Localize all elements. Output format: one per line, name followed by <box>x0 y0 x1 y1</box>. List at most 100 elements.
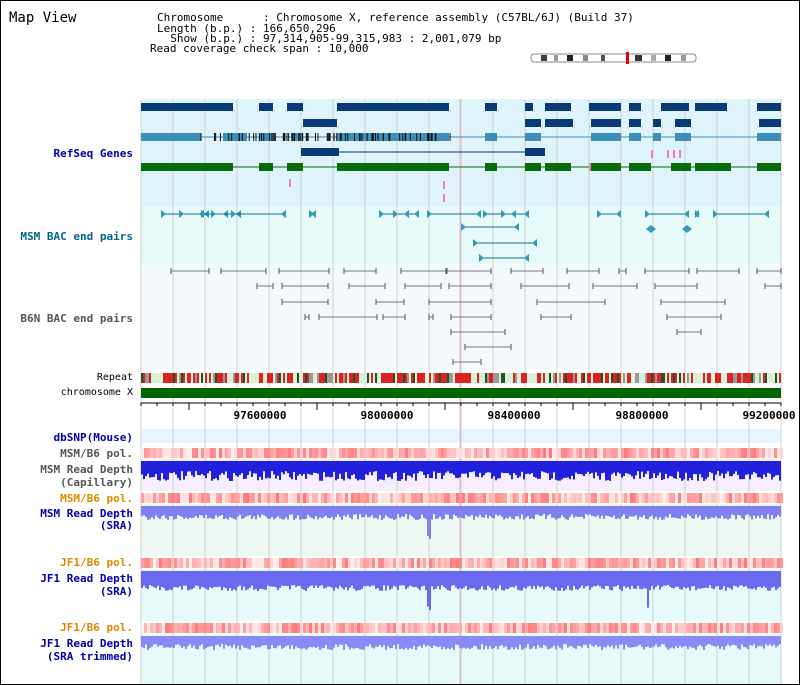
jf1-b6-pol-cell <box>408 558 411 568</box>
track-label-dbsnp[interactable]: dbSNP(Mouse) <box>53 431 133 444</box>
jf1-trim-depth-bar <box>501 636 503 645</box>
msm-capillary-depth-bar <box>493 461 495 477</box>
msm-b6-pol2-cell <box>498 493 501 503</box>
msm-capillary-depth-bar <box>149 461 151 478</box>
jf1-sra-depth-bar <box>533 571 535 586</box>
msm-sra-depth-bar <box>467 506 469 517</box>
jf1-b6-pol2-cell <box>480 623 483 633</box>
msm-capillary-depth-bar <box>439 461 441 473</box>
msm-sra-depth-bar <box>417 506 419 520</box>
msm-capillary-depth-bar <box>599 461 601 480</box>
msm-b6-pol-cell <box>252 448 255 458</box>
track-label-jf1-depth-trimmed[interactable]: JF1 Read Depth <box>40 637 133 650</box>
msm-sra-depth-bar <box>771 506 773 516</box>
jf1-b6-pol-cell <box>732 558 735 568</box>
jf1-sra-depth-bar <box>405 571 407 590</box>
msm-sra-depth-bar <box>365 506 367 515</box>
msm-sra-depth-bar <box>353 506 355 515</box>
msm-sra-depth-bar <box>419 506 421 519</box>
jf1-trim-depth-bar <box>269 636 271 650</box>
msm-sra-depth-bar <box>575 506 577 517</box>
repeat-element <box>719 373 721 383</box>
msm-capillary-depth-bar <box>209 461 211 472</box>
msm-sra-depth-bar <box>655 506 657 518</box>
msm-b6-pol2-cell <box>630 493 633 503</box>
bac-end-marker <box>211 210 216 218</box>
msm-b6-pol-cell <box>363 448 366 458</box>
jf1-sra-depth-bar <box>543 571 545 590</box>
msm-sra-depth-bar <box>453 506 455 515</box>
msm-sra-depth-bar <box>399 506 401 518</box>
jf1-sra-depth-bar <box>179 571 181 587</box>
gene-pink-marker <box>651 150 653 158</box>
jf1-sra-depth-bar <box>177 571 179 588</box>
jf1-sra-depth-bar <box>651 571 653 586</box>
msm-b6-pol-cell <box>639 448 642 458</box>
jf1-sra-depth-bar <box>411 571 413 587</box>
jf1-b6-pol-cell <box>603 558 606 568</box>
msm-sra-depth-bar <box>233 506 235 520</box>
track-label-msm-bac[interactable]: MSM BAC end pairs <box>20 230 133 243</box>
msm-b6-pol-cell <box>243 448 246 458</box>
msm-sra-depth-bar <box>405 506 407 515</box>
msm-sra-depth-bar <box>735 506 737 520</box>
msm-sra-depth-bar <box>169 506 171 517</box>
track-label-jf1-b6-pol-1[interactable]: JF1/B6 pol. <box>60 556 133 569</box>
msm-b6-pol-cell <box>327 448 330 458</box>
track-label-msm-b6-pol-2[interactable]: MSM/B6 pol. <box>60 492 133 505</box>
jf1-b6-pol-cell <box>669 558 672 568</box>
jf1-sra-depth-bar <box>677 571 679 587</box>
track-label-refseq[interactable]: RefSeq Genes <box>53 147 133 160</box>
gene-exon <box>591 119 621 127</box>
repeat-element <box>539 373 541 383</box>
msm-b6-pol-cell <box>708 448 711 458</box>
jf1-trim-depth-bar <box>669 636 671 649</box>
track-label-b6n-bac[interactable]: B6N BAC end pairs <box>20 312 133 325</box>
bac-end-marker <box>393 210 398 218</box>
track-label-jf1-depth-sra[interactable]: JF1 Read Depth <box>40 572 133 585</box>
track-label-msm-b6-pol-1[interactable]: MSM/B6 pol. <box>60 447 133 460</box>
msm-b6-pol2-cell <box>762 493 765 503</box>
repeat-element <box>731 373 733 383</box>
repeat-element <box>605 373 607 383</box>
msm-sra-depth-bar <box>179 506 181 516</box>
jf1-b6-pol-cell <box>660 558 663 568</box>
gene-pink-marker <box>289 179 291 187</box>
msm-b6-pol2-cell <box>237 493 240 503</box>
jf1-sra-depth-bar <box>235 571 237 591</box>
repeat-element <box>357 373 359 383</box>
gene-pink-marker <box>443 181 445 189</box>
msm-sra-depth-bar <box>159 506 161 519</box>
msm-capillary-depth-bar <box>295 461 297 480</box>
track-label-msm-depth-capillary[interactable]: MSM Read Depth <box>40 463 133 476</box>
jf1-b6-pol2-cell <box>174 623 177 633</box>
jf1-sra-depth-bar <box>431 571 433 587</box>
msm-sra-depth-bar <box>491 506 493 518</box>
msm-b6-pol2-cell <box>477 493 480 503</box>
jf1-b6-pol-cell <box>630 558 633 568</box>
jf1-b6-pol2-cell <box>744 623 747 633</box>
msm-capillary-depth-bar <box>301 461 303 476</box>
msm-sra-depth-bar <box>191 506 193 518</box>
jf1-sra-depth-bar <box>229 571 231 589</box>
msm-sra-depth-bar <box>423 506 425 518</box>
msm-b6-pol-cell <box>384 448 387 458</box>
jf1-b6-pol-cell <box>282 558 285 568</box>
msm-b6-pol-cell <box>594 448 597 458</box>
jf1-trim-depth-bar <box>323 636 325 649</box>
jf1-trim-depth-bar <box>493 636 495 649</box>
msm-b6-pol2-cell <box>231 493 234 503</box>
msm-sra-depth-bar <box>395 506 397 520</box>
jf1-trim-depth-bar <box>513 636 515 650</box>
msm-b6-pol2-cell <box>285 493 288 503</box>
coverage-span-info: Read coverage check span : 10,000 <box>150 42 369 55</box>
repeat-element <box>487 373 489 383</box>
jf1-sra-depth-bar <box>249 571 251 588</box>
track-label-msm-depth-sra[interactable]: MSM Read Depth <box>40 507 133 520</box>
bac-end-marker <box>532 239 537 247</box>
jf1-trim-depth-bar <box>747 636 749 650</box>
jf1-trim-depth-bar <box>435 636 437 647</box>
msm-b6-pol-cell <box>360 448 363 458</box>
track-label-jf1-b6-pol-2[interactable]: JF1/B6 pol. <box>60 621 133 634</box>
